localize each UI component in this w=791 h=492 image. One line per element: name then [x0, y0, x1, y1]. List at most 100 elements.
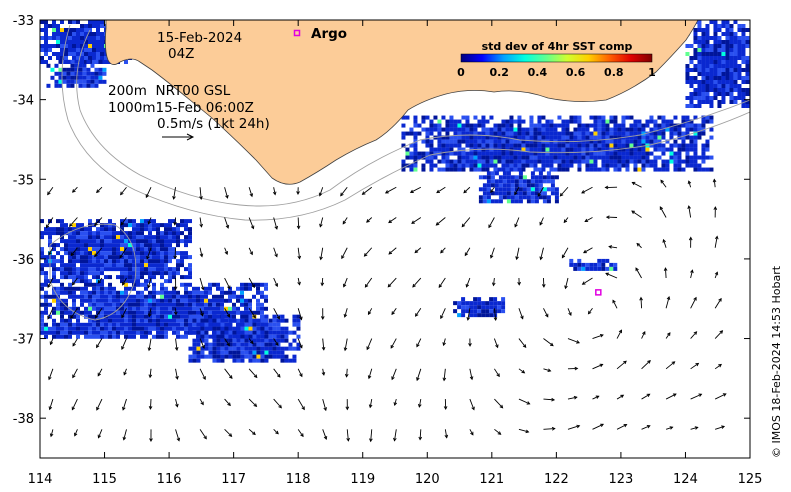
sst-pixel: [557, 147, 562, 152]
sst-pixel: [546, 171, 551, 176]
sst-pixel: [613, 159, 618, 164]
sst-pixel: [208, 302, 212, 307]
sst-pixel: [550, 175, 555, 180]
sst-pixel: [478, 199, 483, 204]
current-vector-head: [363, 253, 368, 257]
sst-pixel: [641, 131, 646, 136]
sst-pixel: [64, 263, 68, 268]
sst-pixel: [132, 334, 136, 339]
sst-pixel: [90, 63, 95, 68]
sst-pixel: [128, 294, 132, 299]
current-vector-head: [278, 404, 282, 409]
sst-pixel: [693, 151, 698, 156]
sst-pixel: [104, 239, 108, 244]
sst-pixel: [84, 40, 88, 44]
sst-pixel: [172, 247, 176, 252]
sst-pixel: [453, 127, 458, 132]
sst-pixel: [597, 139, 602, 144]
sst-pixel: [204, 310, 208, 315]
current-vector-head: [366, 346, 370, 351]
sst-pixel: [493, 167, 498, 172]
sst-pixel: [445, 139, 450, 144]
sst-pixel: [441, 167, 446, 172]
sst-pixel: [104, 322, 108, 327]
sst-pixel: [725, 64, 730, 68]
sst-pixel: [733, 32, 738, 36]
sst-pixel: [701, 147, 706, 152]
sst-pixel: [196, 286, 200, 291]
sst-pixel: [729, 52, 734, 56]
sst-pixel: [509, 163, 514, 168]
sst-pixel: [96, 20, 100, 24]
sst-pixel: [64, 310, 68, 315]
sst-pixel: [82, 79, 87, 84]
sst-pixel: [505, 143, 510, 148]
sst-pixel: [100, 282, 104, 287]
sst-pixel: [176, 239, 180, 244]
sst-pixel: [505, 155, 510, 160]
sst-pixel: [132, 282, 136, 287]
sst-pixel: [449, 143, 454, 148]
sst-pixel: [745, 44, 750, 48]
sst-pixel: [96, 255, 100, 260]
sst-pixel: [709, 100, 714, 104]
current-vector-head: [299, 373, 303, 378]
sst-pixel: [518, 175, 523, 180]
sst-pixel: [473, 151, 478, 156]
sst-pixel: [697, 56, 702, 60]
sst-pixel: [84, 48, 88, 52]
sst-pixel: [252, 330, 257, 335]
sst-pixel: [530, 199, 535, 204]
current-vector-head: [121, 314, 125, 319]
sst-pixel: [593, 135, 598, 140]
current-vector: [540, 247, 544, 260]
sst-pixel: [160, 231, 164, 236]
sst-pixel: [120, 259, 124, 264]
current-vector-head: [660, 179, 664, 184]
sst-pixel: [108, 247, 112, 252]
current-vector: [123, 368, 127, 375]
sst-pixel: [228, 294, 232, 299]
sst-pixel: [128, 298, 132, 303]
sst-pixel: [204, 294, 208, 299]
sst-pixel: [533, 139, 538, 144]
sst-pixel: [108, 306, 112, 311]
sst-pixel: [521, 167, 526, 172]
sst-pixel: [613, 139, 618, 144]
sst-pixel: [160, 310, 164, 315]
sst-pixel: [196, 322, 201, 327]
sst-pixel: [56, 326, 60, 331]
sst-pixel: [188, 239, 192, 244]
sst-pixel: [220, 306, 224, 311]
current-vector-head: [671, 361, 676, 365]
sst-pixel: [94, 67, 99, 72]
sst-pixel: [621, 115, 626, 120]
sst-pixel: [104, 56, 108, 60]
sst-pixel: [228, 306, 232, 311]
sst-pixel: [112, 251, 116, 256]
sst-pixel: [745, 72, 750, 76]
sst-pixel: [244, 306, 248, 311]
sst-pixel: [685, 155, 690, 160]
sst-pixel: [260, 310, 264, 315]
sst-pixel: [84, 322, 88, 327]
sst-pixel: [689, 100, 694, 104]
sst-pixel: [725, 76, 730, 80]
sst-pixel: [184, 326, 188, 331]
sst-pixel: [697, 40, 702, 44]
sst-pixel: [545, 163, 550, 168]
sst-pixel: [489, 151, 494, 156]
current-vector: [346, 368, 348, 377]
sst-pixel: [605, 127, 610, 132]
sst-pixel: [128, 255, 132, 260]
sst-pixel: [522, 179, 527, 184]
current-vector-head: [368, 404, 373, 409]
current-vector: [69, 217, 78, 227]
current-vector: [640, 297, 643, 309]
sst-pixel: [542, 199, 547, 204]
sst-pixel: [86, 83, 91, 88]
sst-pixel: [525, 151, 530, 156]
sst-pixel: [140, 294, 144, 299]
sst-pixel: [156, 314, 160, 319]
sst-pixel: [453, 309, 458, 314]
